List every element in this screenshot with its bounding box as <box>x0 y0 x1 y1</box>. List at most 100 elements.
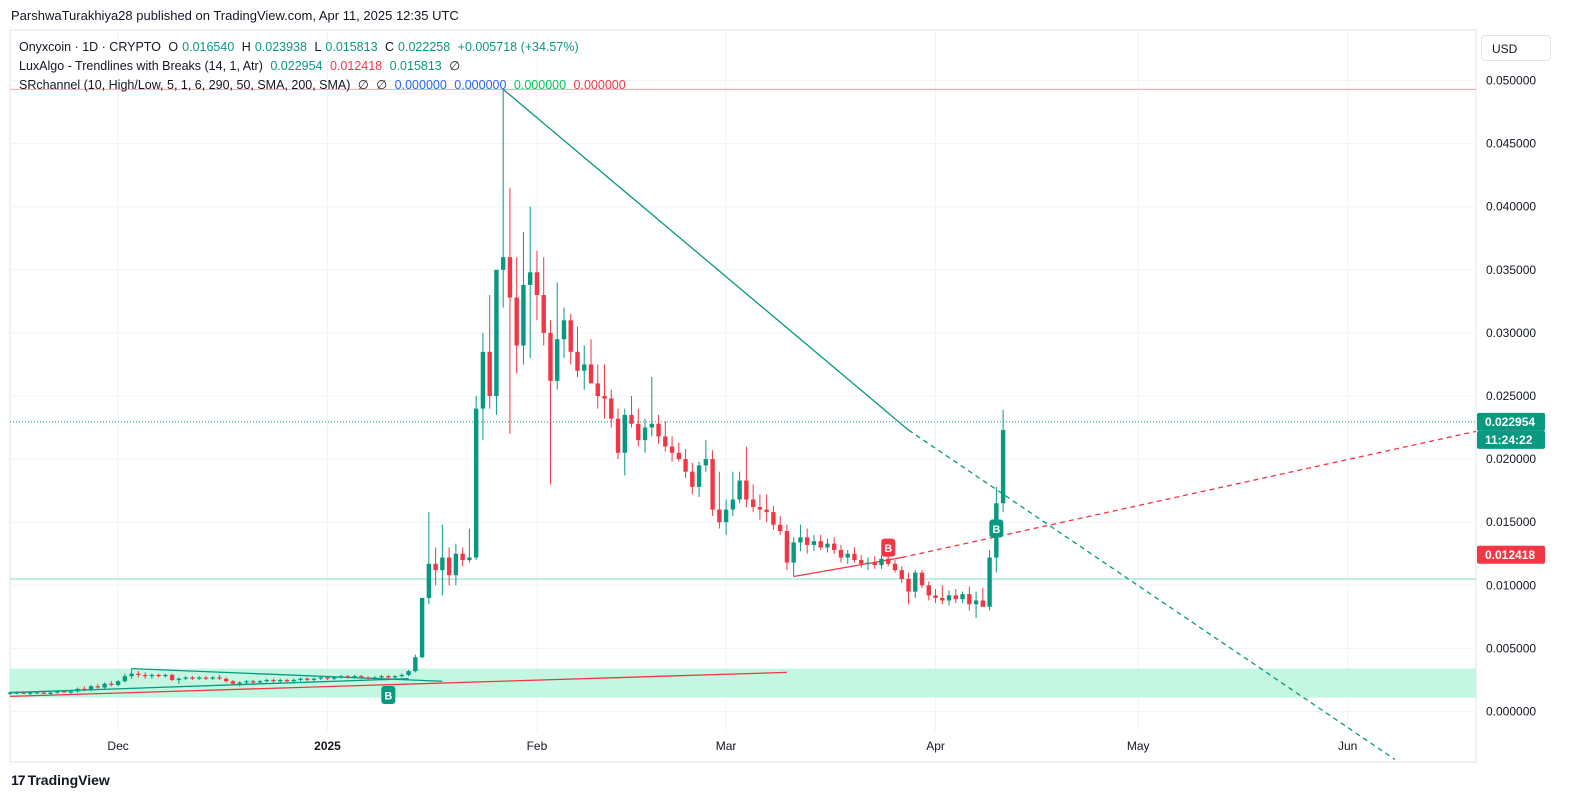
candle-body[interactable] <box>926 585 931 596</box>
candle-body[interactable] <box>237 682 242 684</box>
candle-body[interactable] <box>14 692 19 694</box>
candle-body[interactable] <box>804 537 810 545</box>
candle-body[interactable] <box>919 572 925 586</box>
candle-body[interactable] <box>852 553 857 561</box>
candle-body[interactable] <box>798 537 803 543</box>
candle-body[interactable] <box>210 677 215 679</box>
candle-body[interactable] <box>906 579 911 592</box>
candle-body[interactable] <box>527 272 533 285</box>
candle-body[interactable] <box>183 677 188 679</box>
candle-body[interactable] <box>1000 430 1006 504</box>
candle-body[interactable] <box>115 681 121 686</box>
candle-body[interactable] <box>913 572 918 592</box>
candle-body[interactable] <box>683 459 688 472</box>
candle-body[interactable] <box>7 692 13 694</box>
candle-body[interactable] <box>750 499 756 508</box>
candle-body[interactable] <box>575 351 580 371</box>
candle-body[interactable] <box>345 676 350 678</box>
candle-body[interactable] <box>818 541 823 548</box>
candle-body[interactable] <box>82 688 87 691</box>
candle-body[interactable] <box>88 686 94 691</box>
candle-body[interactable] <box>284 679 290 682</box>
candle-body[interactable] <box>730 499 736 510</box>
candle-body[interactable] <box>372 677 378 679</box>
candle-body[interactable] <box>419 597 425 658</box>
candle-body[interactable] <box>548 332 553 381</box>
legend-srchannel-name[interactable]: SRchannel (10, High/Low, 5, 1, 6, 290, 5… <box>19 78 351 92</box>
candle-body[interactable] <box>392 676 398 678</box>
legend-symbol[interactable]: Onyxcoin · 1D · CRYPTO <box>19 40 161 54</box>
candle-body[interactable] <box>609 398 614 419</box>
candle-body[interactable] <box>480 351 486 409</box>
candle-body[interactable] <box>514 297 519 346</box>
candle-body[interactable] <box>973 600 979 605</box>
candle-body[interactable] <box>332 677 337 679</box>
candle-body[interactable] <box>230 681 236 684</box>
candle-body[interactable] <box>980 600 986 607</box>
candle-body[interactable] <box>223 678 229 682</box>
candle-body[interactable] <box>744 480 749 500</box>
candle-body[interactable] <box>602 396 607 399</box>
candle-body[interactable] <box>34 692 40 694</box>
candle-body[interactable] <box>811 541 817 545</box>
candle-body[interactable] <box>61 691 67 693</box>
candle-body[interactable] <box>622 414 627 453</box>
candle-body[interactable] <box>555 339 560 381</box>
candle-body[interactable] <box>636 423 641 441</box>
candle-body[interactable] <box>217 677 222 679</box>
candle-body[interactable] <box>41 692 46 694</box>
candle-body[interactable] <box>629 414 634 424</box>
candle-body[interactable] <box>359 676 364 678</box>
candle-body[interactable] <box>960 594 965 600</box>
candle-body[interactable] <box>467 557 472 561</box>
candle-body[interactable] <box>832 543 837 550</box>
candle-body[interactable] <box>129 673 134 677</box>
candle-body[interactable] <box>446 557 452 576</box>
currency-button[interactable]: USD <box>1481 35 1551 61</box>
candle-body[interactable] <box>696 465 702 487</box>
candle-body[interactable] <box>676 452 682 460</box>
candle-body[interactable] <box>379 676 384 678</box>
candles[interactable] <box>7 89 1006 696</box>
candle-body[interactable] <box>251 681 256 683</box>
candle-body[interactable] <box>541 295 546 333</box>
candle-body[interactable] <box>257 681 263 683</box>
candle-body[interactable] <box>710 459 715 510</box>
candle-body[interactable] <box>325 677 330 679</box>
candle-body[interactable] <box>75 688 80 692</box>
candle-body[interactable] <box>886 558 891 564</box>
candle-body[interactable] <box>55 691 60 693</box>
legend-row-symbol[interactable]: Onyxcoin · 1D · CRYPTO O 0.016540 H 0.0239… <box>19 38 630 57</box>
candle-body[interactable] <box>791 542 796 563</box>
candle-body[interactable] <box>669 446 675 453</box>
candle-body[interactable] <box>494 269 499 396</box>
candle-body[interactable] <box>953 595 959 600</box>
candle-body[interactable] <box>291 679 296 682</box>
candle-body[interactable] <box>500 257 506 270</box>
candle-body[interactable] <box>703 459 709 466</box>
candle-body[interactable] <box>933 595 938 598</box>
candle-body[interactable] <box>521 284 526 346</box>
candle-body[interactable] <box>879 558 884 566</box>
candle-body[interactable] <box>777 524 783 532</box>
candle-body[interactable] <box>487 351 492 396</box>
candle-body[interactable] <box>311 678 317 680</box>
time-axis[interactable]: Dec 2025 Feb Mar Apr May Jun <box>107 739 1357 753</box>
candle-body[interactable] <box>649 423 654 428</box>
candle-body[interactable] <box>534 272 540 296</box>
candle-body[interactable] <box>352 676 357 678</box>
candle-body[interactable] <box>68 691 73 693</box>
candle-body[interactable] <box>176 678 182 680</box>
candle-body[interactable] <box>386 676 391 678</box>
candle-body[interactable] <box>473 408 479 558</box>
price-axis[interactable]: 0.050000 0.045000 0.040000 0.035000 0.030000… <box>1486 73 1536 718</box>
candle-body[interactable] <box>102 683 107 688</box>
candle-body[interactable] <box>413 657 418 672</box>
candle-body[interactable] <box>865 562 871 564</box>
candle-body[interactable] <box>595 383 600 396</box>
candle-body[interactable] <box>365 677 371 679</box>
candle-body[interactable] <box>690 471 695 487</box>
tradingview-brand[interactable]: 17 TradingView <box>11 772 110 788</box>
legend-row-luxalgo[interactable]: LuxAlgo - Trendlines with Breaks (14, 1,… <box>19 57 630 76</box>
candle-body[interactable] <box>338 676 344 678</box>
